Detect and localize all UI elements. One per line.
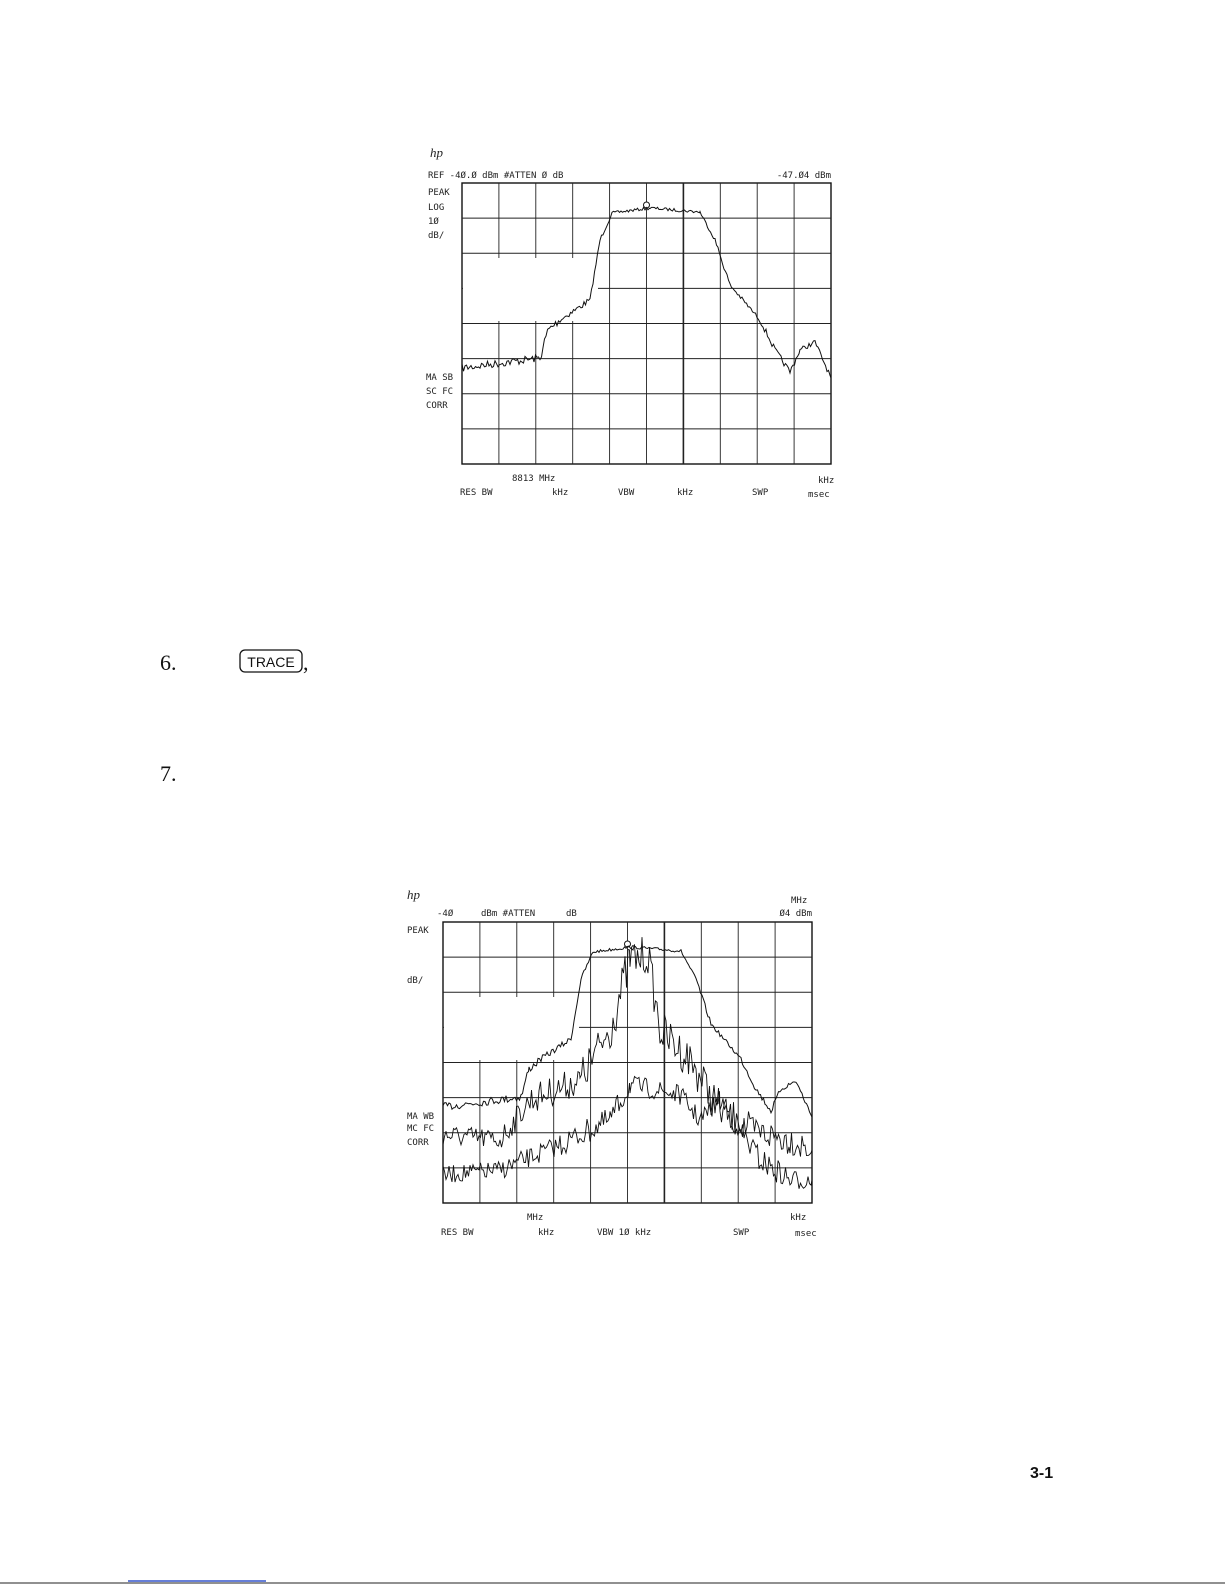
- span-box: [463, 258, 598, 321]
- trace: [461, 206, 832, 379]
- footer-label: msec: [808, 490, 830, 500]
- footer-label: VBW 1Ø kHz: [597, 1227, 651, 1238]
- span-box: [444, 997, 579, 1060]
- footer-label: SWP: [752, 488, 769, 498]
- side-label: dB/: [428, 231, 444, 241]
- logo: hp: [430, 145, 444, 160]
- status-label: CORR: [407, 1138, 429, 1148]
- key-box: [239, 649, 303, 673]
- footer-label: kHz: [677, 488, 693, 498]
- trace: [442, 1075, 813, 1189]
- status-label: CORR: [426, 401, 448, 411]
- footer-label: RES BW: [441, 1228, 474, 1238]
- side-label: dB/: [407, 976, 423, 986]
- trace: [442, 937, 813, 1157]
- footer-label: kHz: [552, 488, 568, 498]
- status-label: SC FC: [426, 387, 453, 397]
- step-number: 6.: [160, 650, 177, 675]
- side-label: PEAK: [407, 926, 429, 936]
- key-label: TRACE: [247, 654, 294, 670]
- figure-1: hp REF -4Ø.Ø dBm #ATTEN Ø dB -47.Ø4 dBm …: [426, 145, 834, 500]
- marker-unit: MHz: [791, 896, 807, 906]
- footer-label: RES BW: [460, 488, 493, 498]
- footer-label: VBW: [618, 488, 635, 498]
- marker-readout: Ø4 dBm: [779, 908, 812, 919]
- footer-label: kHz: [538, 1228, 554, 1238]
- ref-line: dBm #ATTEN: [481, 909, 535, 919]
- side-label: LOG: [428, 203, 444, 213]
- freq-unit: kHz: [818, 476, 834, 486]
- figure-2: hp -4Ø dBm #ATTEN dB MHz Ø4 dBm PEAK dB/…: [407, 887, 817, 1239]
- ref-line: REF -4Ø.Ø dBm #ATTEN Ø dB: [428, 170, 563, 181]
- page-number: 3-1: [1030, 1465, 1053, 1482]
- footer-label: SWP: [733, 1228, 750, 1238]
- marker-readout: -47.Ø4 dBm: [777, 170, 831, 181]
- status-label: MC FC: [407, 1124, 434, 1134]
- ref-line: dB: [566, 909, 577, 919]
- logo: hp: [407, 887, 421, 902]
- footer-label: msec: [795, 1229, 817, 1239]
- side-label: 1Ø: [428, 216, 439, 227]
- center-unit: MHz: [527, 1213, 543, 1223]
- side-label: PEAK: [428, 188, 450, 198]
- status-label: MA WB: [407, 1112, 434, 1122]
- status-label: MA SB: [426, 373, 453, 383]
- ref-line: -4Ø: [437, 908, 454, 919]
- punctuation: ,: [303, 650, 309, 675]
- step-number: 7.: [160, 761, 177, 786]
- center-freq: 8813 MHz: [512, 474, 555, 484]
- trace: [442, 945, 813, 1118]
- freq-unit: kHz: [790, 1213, 806, 1223]
